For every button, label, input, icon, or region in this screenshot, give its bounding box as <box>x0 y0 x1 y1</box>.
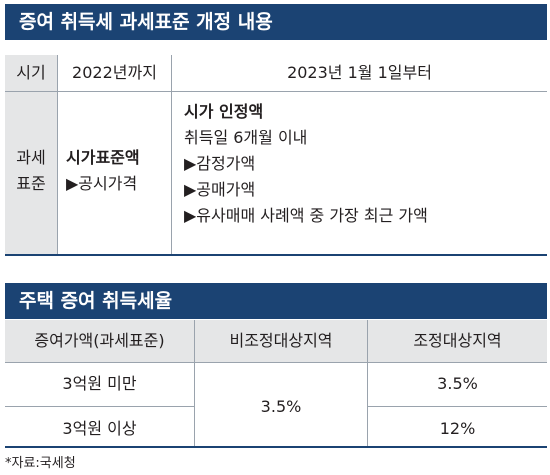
tax-base-label-line2: 표준 <box>16 174 46 193</box>
rate-table-header <box>5 320 547 362</box>
section1-title: 증여 취득세 과세표준 개정 내용 <box>19 11 273 33</box>
section1-title-bar: 증여 취득세 과세표준 개정 내용 <box>5 4 547 40</box>
header-non-regulated: 비조정대상지역 <box>229 331 333 350</box>
regulated-rate: 3.5% <box>437 374 478 393</box>
header-amount: 증여가액(과세표준) <box>34 331 165 350</box>
new-item: ▶공매가액 <box>184 180 256 199</box>
new-item: ▶유사매매 사례액 중 가장 최근 가액 <box>184 206 428 225</box>
grid-line <box>5 362 547 363</box>
section2-title-bar: 주택 증여 취득세율 <box>5 283 547 319</box>
tax-base-label-cell <box>5 92 57 254</box>
old-detail: ▶공시가격 <box>66 174 138 193</box>
section2-title: 주택 증여 취득세율 <box>19 290 173 312</box>
non-regulated-rate: 3.5% <box>260 397 302 416</box>
grid-line <box>5 91 547 92</box>
grid-line <box>57 55 58 254</box>
header-regulated: 조정대상지역 <box>413 331 502 350</box>
old-standard: 시가표준액 <box>66 148 140 167</box>
period-header: 시기 <box>16 63 46 82</box>
grid-line <box>5 406 194 407</box>
period-from-2023: 2023년 1월 1일부터 <box>287 63 432 82</box>
period-until-2022: 2022년까지 <box>72 63 157 82</box>
new-standard: 시가 인정액 <box>184 102 264 121</box>
grid-line <box>367 320 368 446</box>
new-detail-intro: 취득일 6개월 이내 <box>184 128 308 147</box>
grid-line <box>5 254 547 256</box>
grid-line <box>368 406 547 407</box>
source-note: *자료:국세청 <box>5 456 76 471</box>
grid-line <box>171 55 172 254</box>
new-item: ▶감정가액 <box>184 154 256 173</box>
grid-line <box>5 446 547 448</box>
period-header-cell <box>5 55 57 91</box>
regulated-rate: 12% <box>439 419 476 438</box>
row-amount: 3억원 이상 <box>62 419 137 438</box>
tax-base-label-line1: 과세 <box>16 148 46 167</box>
grid-line <box>194 320 195 446</box>
row-amount: 3억원 미만 <box>62 374 137 393</box>
